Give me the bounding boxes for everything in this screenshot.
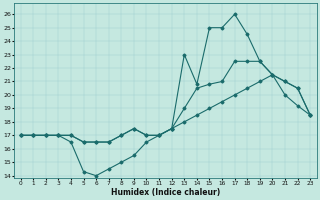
X-axis label: Humidex (Indice chaleur): Humidex (Indice chaleur) [111,188,220,197]
